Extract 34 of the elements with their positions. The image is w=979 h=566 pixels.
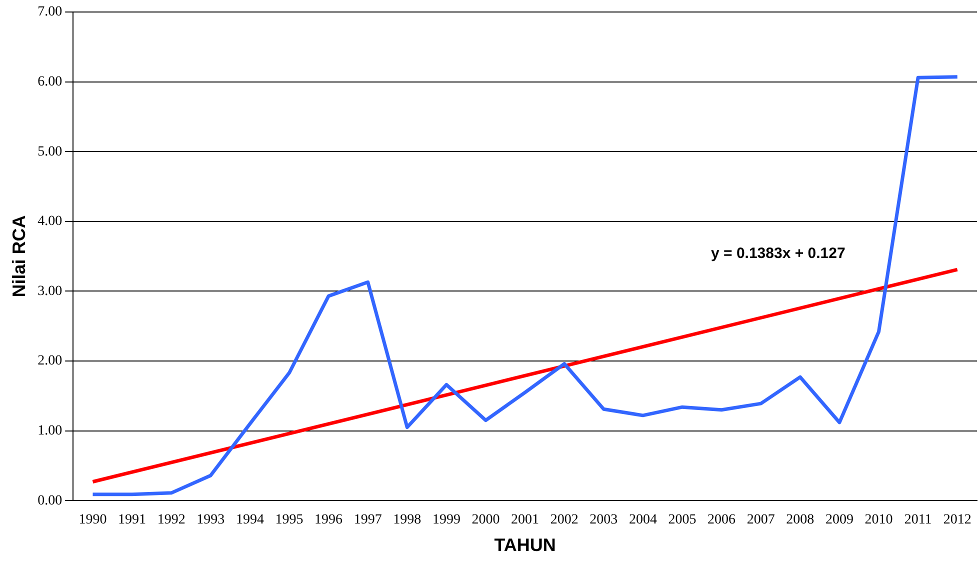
x-tick-label: 1990 [78,512,107,528]
x-tick-label: 1993 [196,512,225,528]
y-axis-title: Nilai RCA [8,215,29,298]
x-tick-label: 2010 [864,512,893,528]
x-tick-label: 2001 [511,512,540,528]
x-tick-label: 1998 [393,512,422,528]
x-tick-label: 1991 [118,512,146,528]
x-tick-label: 1999 [432,512,460,528]
y-tick-label: 2.00 [38,354,62,369]
x-tick-label: 1992 [157,512,186,528]
y-tick-label: 6.00 [38,74,62,90]
x-tick-label: 2008 [786,512,814,528]
x-tick-label: 1996 [314,512,343,528]
x-tick-label: 1997 [354,512,382,528]
x-tick-label: 1995 [275,512,304,528]
y-tick-label: 1.00 [38,423,62,438]
y-tick-label: 7.00 [38,4,62,20]
x-tick-label: 2004 [628,512,657,528]
x-tick-label: 2007 [746,512,775,528]
x-tick-label: 2009 [825,512,854,528]
x-axis-title: TAHUN [494,535,556,556]
y-tick-label: 4.00 [38,214,62,230]
y-tick-label: 5.00 [38,144,62,160]
x-tick-label: 2011 [904,512,932,528]
x-tick-label: 2005 [668,512,696,528]
y-tick-label: 3.00 [38,284,62,299]
x-tick-label: 2002 [550,512,578,528]
x-tick-label: 2003 [590,512,618,528]
x-tick-label: 1994 [236,512,264,528]
annotation: y = 0.1383x + 0.127 [710,244,846,262]
x-tick-label: 2000 [472,512,500,528]
y-tick-label: 0.00 [38,493,62,508]
x-tick-label: 2012 [943,512,972,528]
x-tick-label: 2006 [708,512,736,528]
